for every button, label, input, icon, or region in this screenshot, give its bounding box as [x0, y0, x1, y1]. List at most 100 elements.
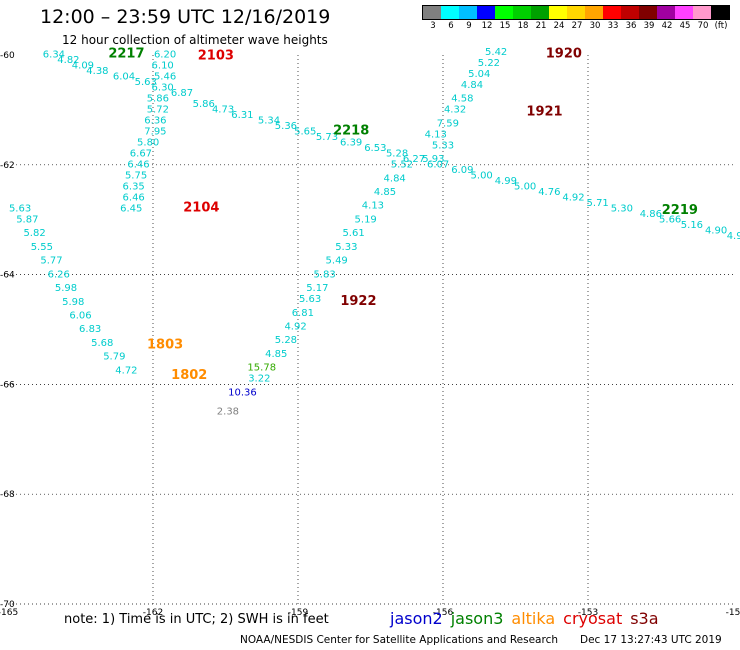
wave-height-value: 5.19	[355, 214, 377, 225]
wave-height-value: 6.10	[152, 61, 174, 72]
wave-height-value: 6.87	[171, 88, 193, 99]
satellite-name: cryosat	[563, 609, 623, 628]
legend-label: 15	[499, 21, 511, 31]
wave-height-value: 5.93	[422, 154, 444, 165]
legend-label: 42	[661, 21, 673, 31]
wave-height-value: 4.86	[640, 209, 662, 220]
wave-height-value: 5.79	[103, 352, 125, 363]
wave-height-value: 5.98	[62, 297, 84, 308]
wave-height-value: 4.38	[86, 66, 108, 77]
pass-time-label: 2218	[333, 124, 369, 139]
y-tick-label: -60	[0, 51, 15, 61]
wave-height-value: 5.33	[432, 140, 454, 151]
pass-time-label: 1920	[546, 47, 582, 62]
x-tick-label: -156	[433, 608, 454, 618]
wave-height-value: 3.22	[248, 374, 270, 385]
legend-swatch	[693, 6, 711, 19]
satellite-name: jason2	[390, 609, 443, 628]
x-tick-label: -153	[578, 608, 598, 618]
wave-height-value: 4.99	[727, 231, 740, 242]
wave-height-value: 10.36	[228, 387, 257, 398]
legend-label: 30	[589, 21, 601, 31]
satellite-name: altika	[511, 609, 556, 628]
wave-height-value: 4.09	[72, 61, 94, 72]
y-tick-label: -70	[0, 600, 15, 610]
wave-height-value: 5.61	[342, 228, 364, 239]
timestamp: Dec 17 13:27:43 UTC 2019	[580, 634, 722, 646]
legend-label: 45	[679, 21, 691, 31]
wave-height-value: 4.32	[444, 105, 466, 116]
wave-height-value: 6.27	[403, 154, 425, 165]
wave-height-value: 15.78	[247, 363, 276, 374]
legend-swatch	[549, 6, 567, 19]
wave-height-value: 6.81	[292, 308, 314, 319]
legend-swatch	[513, 6, 531, 19]
wave-height-value: 5.46	[154, 72, 176, 83]
y-tick-label: -66	[0, 380, 15, 390]
wave-height-value: 5.33	[335, 242, 357, 253]
legend-swatch	[477, 6, 495, 19]
wave-height-value: 5.52	[391, 160, 413, 171]
pass-time-label: 2217	[108, 47, 144, 62]
wave-height-value: 5.22	[478, 58, 500, 69]
wave-height-value: 6.46	[123, 192, 145, 203]
y-tick-label: -64	[0, 271, 15, 281]
footnote: note: 1) Time is in UTC; 2) SWH is in fe…	[64, 612, 329, 627]
legend-bar	[422, 5, 730, 20]
legend-swatch	[567, 6, 585, 19]
legend-swatch	[423, 6, 441, 19]
legend-swatch	[711, 6, 729, 19]
legend-label: (ft)	[714, 21, 728, 31]
legend-swatch	[621, 6, 639, 19]
page-subtitle: 12 hour collection of altimeter wave hei…	[62, 33, 328, 47]
wave-height-value: 5.68	[91, 338, 113, 349]
legend-label: 9	[466, 21, 472, 31]
wave-height-value: 4.90	[705, 225, 727, 236]
pass-time-label: 1803	[147, 338, 183, 353]
wave-height-value: 5.80	[137, 138, 159, 149]
wave-height-value: 4.82	[57, 55, 79, 66]
pass-time-label: 2103	[198, 48, 234, 63]
legend-label: 12	[481, 21, 493, 31]
wave-height-value: 5.04	[468, 69, 490, 80]
legend-label: 3	[430, 21, 436, 31]
legend-label: 39	[643, 21, 655, 31]
wave-height-value: 5.63	[135, 77, 157, 88]
pass-time-label: 1921	[526, 104, 562, 119]
legend-swatch	[585, 6, 603, 19]
wave-height-value: 5.30	[611, 203, 633, 214]
wave-height-value: 6.53	[364, 143, 386, 154]
wave-height-value: 7.95	[144, 127, 166, 138]
wave-height-value: 5.66	[659, 214, 681, 225]
wave-height-value: 6.46	[127, 160, 149, 171]
wave-height-value: 6.26	[48, 269, 70, 280]
wave-height-value: 5.72	[147, 105, 169, 116]
wave-height-value: 5.55	[31, 242, 53, 253]
wave-height-value: 5.00	[514, 182, 536, 193]
legend-swatch	[441, 6, 459, 19]
wave-height-value: 5.86	[193, 99, 215, 110]
x-tick-label: -165	[0, 608, 18, 618]
wave-height-value: 6.09	[451, 165, 473, 176]
legend-labels: 3 6 9 12 15 18 21 24 27 30 33 36 39 42 45 70 (ft)	[422, 21, 728, 35]
legend-label: 6	[448, 21, 454, 31]
wave-height-value: 4.58	[451, 94, 473, 105]
wave-height-value: 6.07	[427, 160, 449, 171]
wave-height-value: 5.63	[9, 203, 31, 214]
legend-swatch	[495, 6, 513, 19]
wave-height-value: 4.13	[425, 129, 447, 140]
wave-height-value: 6.83	[79, 324, 101, 335]
pass-time-label: 2219	[662, 203, 698, 218]
color-legend: 3 6 9 12 15 18 21 24 27 30 33 36 39 42 45 70 (ft)	[422, 5, 730, 37]
legend-label: 70	[697, 21, 709, 31]
legend-swatch	[603, 6, 621, 19]
wave-height-value: 2.38	[217, 407, 239, 418]
x-tick-label: -159	[288, 608, 309, 618]
wave-height-value: 6.30	[152, 83, 174, 94]
wave-height-value: 6.04	[113, 72, 135, 83]
wave-height-value: 5.87	[16, 214, 38, 225]
wave-height-value: 5.73	[316, 132, 338, 143]
wave-height-value: 6.34	[43, 50, 65, 61]
legend-swatch	[675, 6, 693, 19]
wave-height-value: 5.00	[471, 171, 493, 182]
